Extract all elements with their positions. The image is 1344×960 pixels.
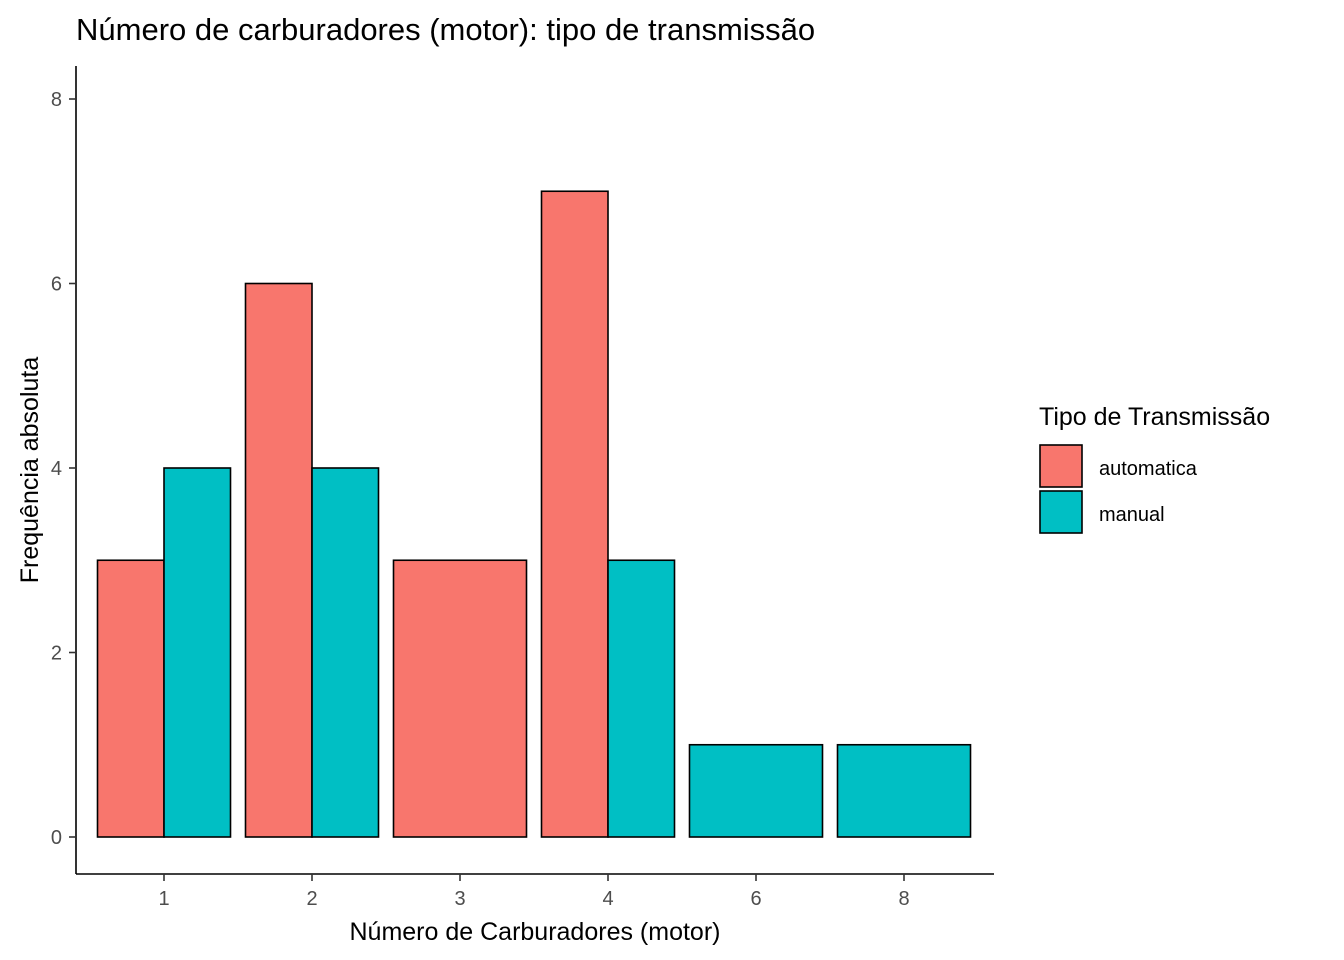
x-tick-label: 8 (898, 888, 909, 910)
legend-label-manual: manual (1099, 504, 1165, 526)
bar-automatica-3 (392, 559, 528, 838)
plot-area (96, 190, 972, 838)
y-axis-ticks: 0 2 4 6 8 (51, 89, 76, 849)
x-tick-label: 3 (454, 888, 465, 910)
legend-label-automatica: automatica (1099, 458, 1198, 480)
y-axis-title: Frequência absoluta (16, 357, 44, 584)
legend-swatch-manual (1039, 490, 1083, 534)
legend: Tipo de Transmissão automatica manual (1039, 403, 1270, 534)
y-tick-label: 0 (51, 827, 62, 849)
bar-automatica-4 (540, 190, 609, 838)
bar-automatica-2 (244, 282, 313, 838)
bar-automatica-1 (96, 559, 165, 838)
chart-title: Número de carburadores (motor): tipo de … (76, 12, 815, 47)
y-tick-label: 6 (51, 274, 62, 296)
y-tick-label: 4 (51, 458, 62, 480)
bar-manual-6 (688, 743, 824, 838)
x-axis-title: Número de Carburadores (motor) (350, 918, 721, 946)
y-tick-label: 2 (51, 643, 62, 665)
bar-manual-8 (836, 743, 972, 838)
x-tick-label: 6 (750, 888, 761, 910)
x-tick-label: 1 (158, 888, 169, 910)
bar-manual-2 (311, 467, 380, 838)
y-tick-label: 8 (51, 89, 62, 111)
bar-manual-4 (607, 559, 676, 838)
x-tick-label: 4 (602, 888, 613, 910)
x-axis-ticks: 1 2 3 4 6 8 (158, 874, 910, 910)
bar-manual-1 (163, 467, 232, 838)
x-tick-label: 2 (306, 888, 317, 910)
legend-title: Tipo de Transmissão (1039, 403, 1270, 431)
legend-swatch-automatica (1039, 444, 1083, 488)
